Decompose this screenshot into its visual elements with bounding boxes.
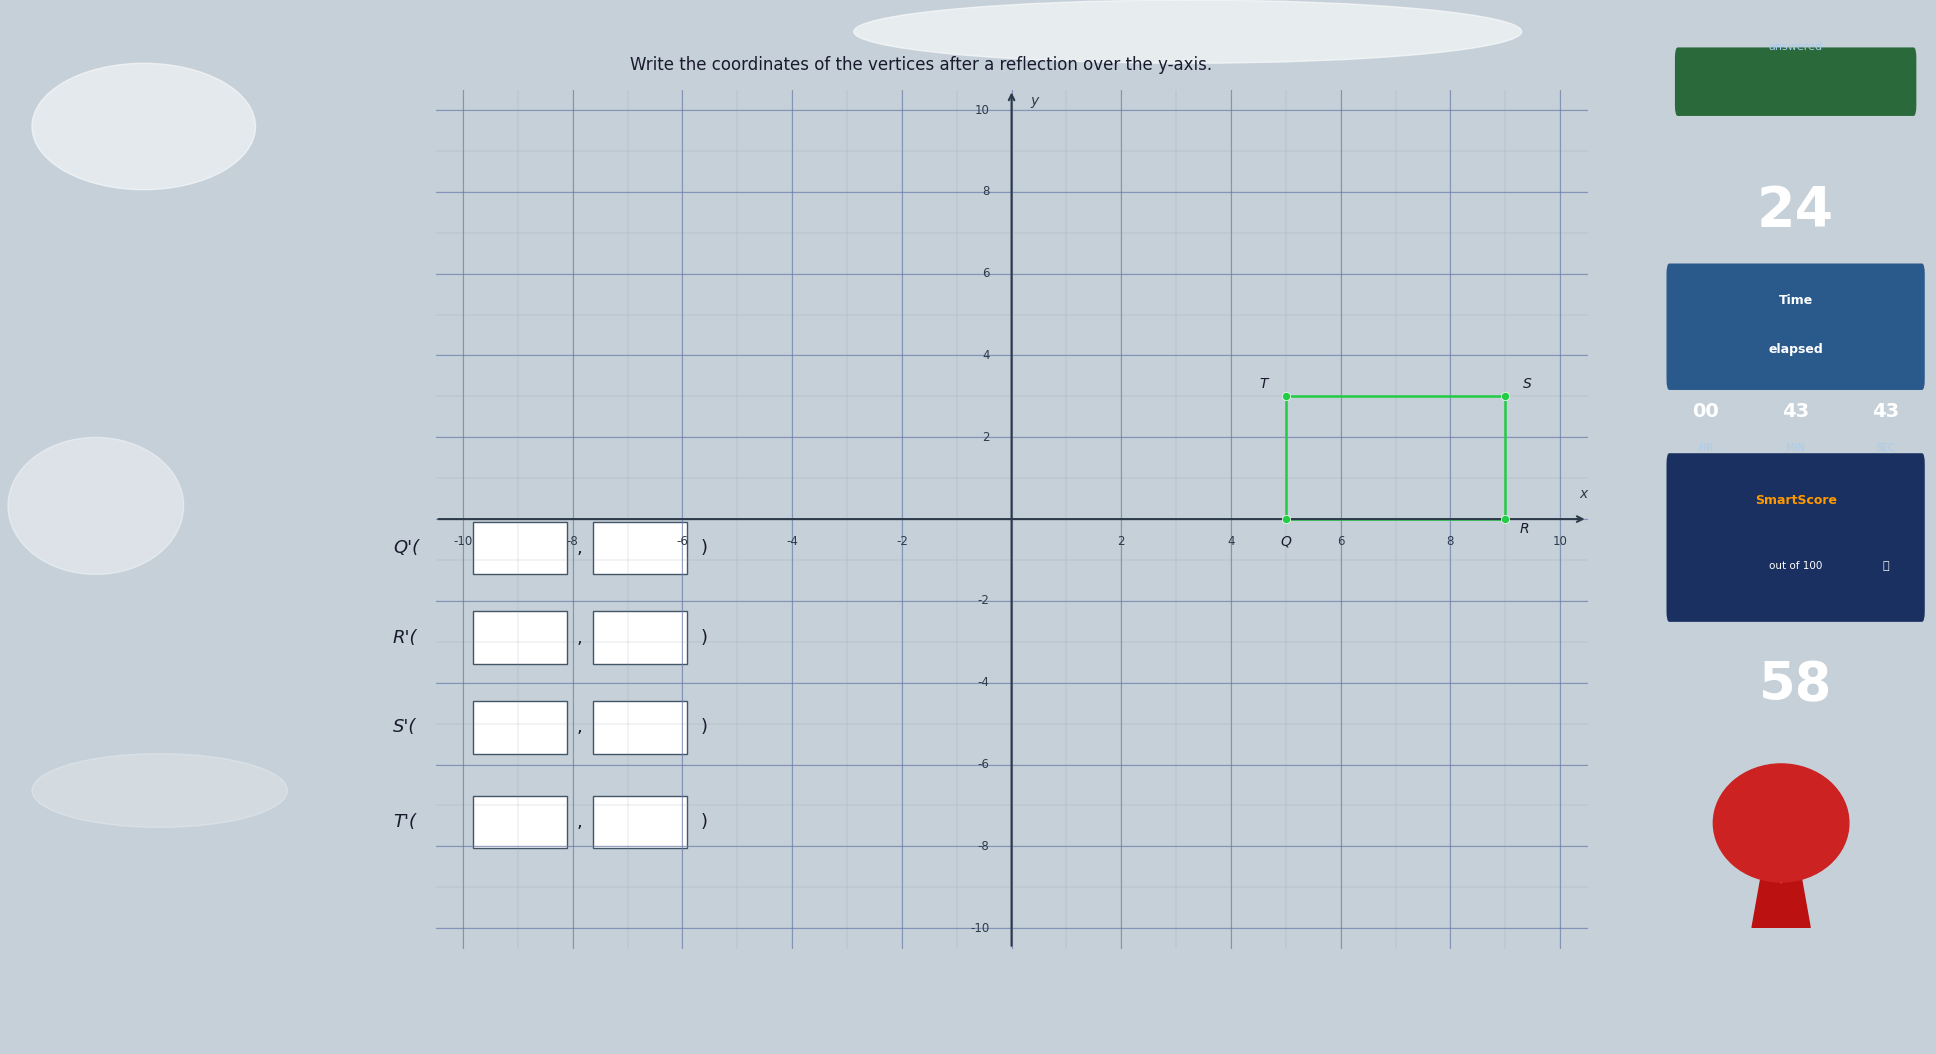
Ellipse shape [854,0,1522,63]
Text: 00: 00 [1692,402,1719,421]
Text: S'(: S'( [393,718,416,737]
FancyBboxPatch shape [1675,47,1917,116]
Text: ,: , [577,813,583,832]
Text: y: y [1030,94,1040,108]
Text: ⓘ: ⓘ [1882,561,1890,571]
Point [1270,511,1301,528]
Text: SmartScore: SmartScore [1754,494,1837,507]
Text: T'(: T'( [393,813,416,832]
Text: -6: -6 [676,535,689,548]
Text: 4: 4 [982,349,989,362]
Text: -4: -4 [786,535,798,548]
Text: Q'(: Q'( [393,539,418,558]
Text: -4: -4 [978,677,989,689]
Text: ): ) [701,539,707,558]
Text: 2: 2 [1117,535,1125,548]
Bar [592,701,687,754]
Bar [592,522,687,574]
Bar [472,701,567,754]
Text: 6: 6 [1338,535,1344,548]
Text: -6: -6 [978,758,989,772]
Text: -2: -2 [978,594,989,607]
Ellipse shape [31,754,287,827]
Text: answered: answered [1770,42,1822,53]
Text: HR: HR [1698,443,1713,453]
Text: 43: 43 [1781,402,1810,421]
Circle shape [1713,764,1849,882]
Text: 10: 10 [1553,535,1568,548]
Text: 2: 2 [982,431,989,444]
Text: MIN: MIN [1787,443,1804,453]
Text: -10: -10 [453,535,472,548]
Bar [472,611,567,664]
Text: T: T [1260,377,1268,391]
Text: 58: 58 [1760,659,1831,711]
Point [1270,388,1301,405]
Text: out of 100: out of 100 [1770,561,1822,571]
Text: ,: , [577,628,583,647]
Polygon shape [1781,852,1810,928]
Text: ,: , [577,718,583,737]
Text: 4: 4 [1227,535,1235,548]
Point [1491,511,1522,528]
Point [1491,388,1522,405]
Text: Time: Time [1779,294,1812,307]
Text: R: R [1520,523,1529,536]
Text: SEC: SEC [1876,443,1895,453]
Text: Q: Q [1280,534,1291,548]
Text: 43: 43 [1872,402,1899,421]
Text: ,: , [577,539,583,558]
Text: ): ) [701,628,707,647]
Text: x: x [1580,487,1588,501]
Text: ): ) [701,718,707,737]
Text: -2: -2 [896,535,908,548]
Text: S: S [1524,377,1531,391]
Text: R'(: R'( [393,628,418,647]
Text: 8: 8 [982,186,989,198]
Text: elapsed: elapsed [1768,344,1824,356]
Text: 8: 8 [1446,535,1454,548]
Text: -8: -8 [567,535,579,548]
Ellipse shape [8,437,184,574]
Polygon shape [1752,852,1781,928]
Text: 10: 10 [974,103,989,117]
Bar [592,796,687,848]
Text: -8: -8 [978,840,989,853]
FancyBboxPatch shape [1667,453,1924,622]
Text: 24: 24 [1758,183,1833,238]
Text: -10: -10 [970,921,989,935]
Text: ): ) [701,813,707,832]
Bar [592,611,687,664]
Text: 6: 6 [982,267,989,280]
Bar [472,522,567,574]
FancyBboxPatch shape [1667,264,1924,390]
Bar [472,796,567,848]
Text: Write the coordinates of the vertices after a reflection over the y-axis.: Write the coordinates of the vertices af… [629,56,1212,75]
Ellipse shape [31,63,256,190]
